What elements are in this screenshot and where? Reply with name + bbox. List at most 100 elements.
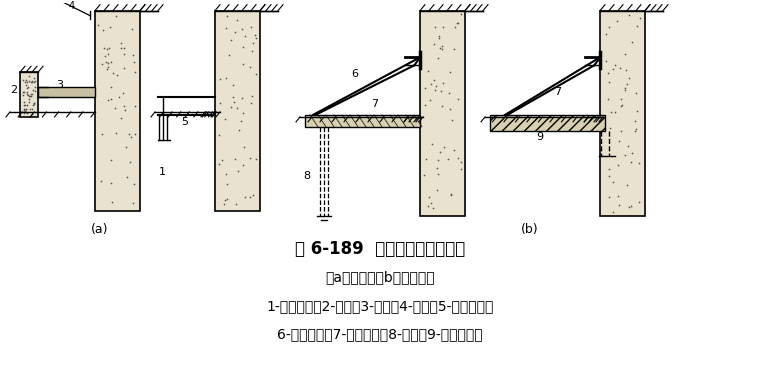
Point: [426, 199, 438, 206]
Bar: [420, 10, 465, 216]
Point: [236, 26, 248, 32]
Point: [444, 106, 456, 113]
Point: [606, 66, 619, 72]
Point: [226, 94, 239, 100]
Point: [21, 78, 33, 85]
Point: [17, 99, 30, 105]
Point: [220, 181, 233, 187]
Bar: [20, 72, 38, 117]
Point: [431, 187, 443, 193]
Point: [103, 51, 115, 57]
Point: [436, 43, 448, 49]
Point: [214, 161, 226, 167]
Point: [603, 79, 615, 85]
Point: [423, 97, 435, 103]
Point: [220, 24, 233, 31]
Point: [419, 85, 431, 91]
Point: [428, 41, 440, 47]
Point: [23, 93, 35, 99]
Point: [232, 168, 244, 174]
Point: [615, 103, 627, 109]
Point: [27, 79, 39, 85]
Point: [21, 88, 33, 95]
Text: (b): (b): [521, 223, 539, 236]
Point: [113, 94, 125, 100]
Point: [102, 64, 114, 71]
Point: [615, 96, 627, 102]
Point: [437, 80, 449, 86]
Point: [105, 59, 117, 65]
Point: [426, 205, 439, 211]
Point: [233, 127, 245, 133]
Point: [92, 22, 104, 28]
Point: [128, 103, 141, 109]
Point: [21, 101, 33, 107]
Point: [107, 70, 119, 76]
Point: [102, 60, 114, 66]
Point: [21, 92, 33, 98]
Point: [216, 157, 228, 163]
Point: [236, 118, 248, 125]
Point: [613, 161, 625, 168]
Point: [625, 159, 638, 165]
Point: [229, 156, 241, 163]
Point: [632, 23, 644, 29]
Point: [25, 78, 37, 85]
Point: [105, 180, 117, 186]
Point: [449, 24, 461, 30]
Point: [105, 96, 117, 102]
Point: [250, 35, 262, 41]
Point: [116, 45, 128, 51]
Point: [446, 117, 458, 123]
Point: [603, 24, 615, 31]
Point: [625, 203, 637, 210]
Point: [603, 173, 616, 180]
Point: [109, 104, 122, 111]
Point: [128, 59, 141, 65]
Point: [21, 77, 33, 83]
Point: [119, 107, 131, 113]
Point: [429, 24, 441, 31]
Point: [17, 89, 30, 95]
Point: [23, 96, 35, 102]
Point: [26, 111, 38, 117]
Point: [106, 199, 118, 205]
Point: [432, 156, 444, 163]
Text: （a）对撑；（b）竖向斜撑: （a）对撑；（b）竖向斜撑: [325, 270, 435, 284]
Point: [247, 40, 259, 46]
Point: [429, 77, 441, 83]
Point: [606, 179, 619, 185]
Point: [442, 90, 454, 96]
Point: [249, 32, 261, 38]
Point: [243, 64, 255, 71]
Point: [219, 116, 231, 122]
Point: [19, 79, 31, 85]
Point: [419, 102, 431, 108]
Point: [26, 78, 38, 84]
Point: [229, 29, 241, 36]
Point: [422, 203, 434, 210]
Point: [105, 157, 117, 163]
Point: [18, 106, 30, 113]
Point: [18, 102, 30, 108]
Point: [121, 174, 133, 180]
Point: [231, 105, 243, 111]
Point: [630, 126, 642, 132]
Point: [28, 100, 40, 107]
Point: [124, 158, 136, 165]
Point: [600, 58, 613, 64]
Point: [606, 210, 619, 216]
Text: 5: 5: [182, 117, 188, 127]
Text: 3: 3: [56, 80, 64, 90]
Text: (a): (a): [91, 223, 109, 236]
Point: [418, 172, 430, 178]
Point: [27, 100, 40, 106]
Point: [227, 99, 239, 106]
Point: [126, 52, 138, 58]
Point: [220, 197, 232, 203]
Point: [125, 26, 138, 33]
Point: [630, 90, 642, 97]
Point: [98, 45, 110, 52]
Point: [426, 141, 439, 147]
Point: [619, 50, 631, 57]
